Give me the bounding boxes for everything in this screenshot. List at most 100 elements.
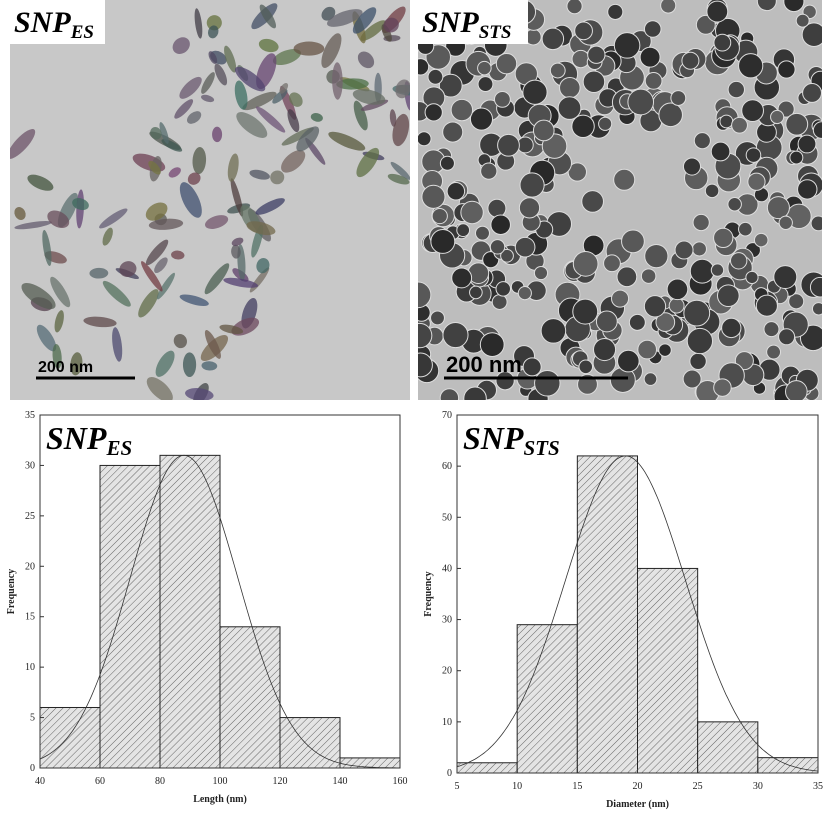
rod <box>141 261 163 292</box>
particle <box>658 102 683 128</box>
particle <box>704 183 720 199</box>
rod <box>249 169 270 180</box>
x-tick-label: 30 <box>753 781 763 792</box>
rod <box>187 111 202 124</box>
rod <box>234 80 248 110</box>
rod <box>138 289 159 318</box>
particle <box>692 213 710 232</box>
particle <box>639 46 661 68</box>
particle <box>607 3 624 20</box>
particle <box>628 313 646 331</box>
particle <box>668 297 685 314</box>
particle <box>706 0 729 23</box>
particle <box>587 45 606 64</box>
rod <box>119 261 137 278</box>
rod <box>171 250 185 260</box>
rod <box>231 244 241 259</box>
particle <box>439 388 460 400</box>
particle <box>572 298 599 325</box>
particle <box>682 157 702 176</box>
particle <box>745 147 762 163</box>
x-tick-label: 5 <box>455 781 460 792</box>
particle <box>644 72 663 90</box>
y-tick-label: 15 <box>25 612 35 623</box>
rod <box>270 170 285 185</box>
particle <box>801 22 822 47</box>
bar <box>576 455 638 774</box>
rod <box>360 20 386 41</box>
particle <box>534 370 561 397</box>
particle <box>666 278 689 301</box>
particle <box>439 155 455 171</box>
particle <box>495 52 518 75</box>
label-text: SNP <box>422 6 479 39</box>
rod <box>36 324 57 352</box>
rod <box>352 7 377 34</box>
particle <box>442 321 469 349</box>
rod <box>207 25 219 39</box>
y-tick-label: 0 <box>30 763 35 774</box>
chart-title: SNPES <box>46 420 132 460</box>
particle <box>489 239 506 255</box>
x-tick-label: 160 <box>393 776 408 787</box>
rod <box>10 129 36 159</box>
rod <box>387 173 410 185</box>
particle <box>451 267 473 289</box>
rod <box>230 178 244 217</box>
particle <box>438 73 463 98</box>
bar <box>456 762 518 774</box>
particle <box>693 132 711 150</box>
y-tick-label: 25 <box>25 511 35 522</box>
particle <box>418 281 432 309</box>
particle <box>727 196 742 212</box>
particle <box>430 229 456 254</box>
rod <box>50 276 71 308</box>
particle <box>795 13 810 28</box>
particle <box>773 265 798 290</box>
rod <box>172 37 190 54</box>
rod <box>27 174 54 191</box>
rod <box>390 161 410 180</box>
particle <box>713 33 732 52</box>
rod <box>148 218 184 230</box>
particle <box>533 265 549 281</box>
particle <box>655 312 676 332</box>
particle <box>469 107 494 131</box>
bar <box>159 454 221 769</box>
particle <box>797 179 818 200</box>
particle <box>593 337 617 362</box>
particle <box>763 321 780 338</box>
rod <box>201 361 218 371</box>
rod <box>383 17 399 33</box>
particle <box>689 258 715 284</box>
rod <box>194 8 203 39</box>
particle <box>549 62 566 79</box>
particle <box>571 114 595 139</box>
particle <box>738 221 753 237</box>
particle <box>797 134 817 154</box>
y-tick-label: 50 <box>442 512 452 523</box>
particle <box>741 99 764 122</box>
rod <box>259 4 277 29</box>
title-text: SNP <box>463 420 524 456</box>
particle <box>442 121 464 143</box>
y-tick-label: 20 <box>25 561 35 572</box>
label-text: SNP <box>14 6 71 39</box>
particle <box>477 60 492 76</box>
particle <box>621 229 645 254</box>
rod <box>21 282 56 310</box>
rod <box>99 208 128 229</box>
rod <box>179 182 202 218</box>
rod <box>42 229 52 266</box>
particle <box>811 302 822 316</box>
particle <box>456 223 471 238</box>
x-tick-label: 120 <box>273 776 288 787</box>
particle <box>660 0 677 14</box>
x-axis-label: Length (nm) <box>193 794 247 805</box>
rod <box>70 352 83 376</box>
rod <box>204 215 229 229</box>
rod <box>145 239 169 266</box>
particle <box>574 21 593 41</box>
particle <box>571 49 590 69</box>
particle <box>730 252 748 270</box>
